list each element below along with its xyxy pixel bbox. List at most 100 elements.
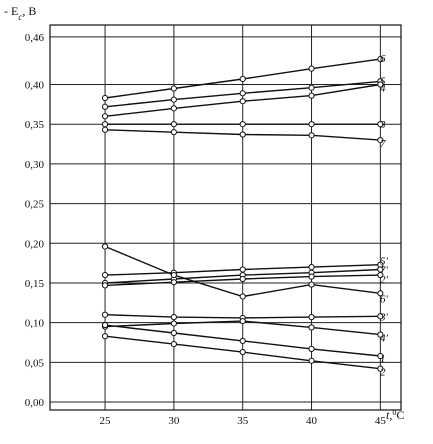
data-point [308, 281, 315, 288]
data-point [101, 311, 109, 318]
series-label: 6' [380, 293, 389, 305]
data-point [239, 317, 246, 325]
data-point [170, 105, 177, 112]
tick-labels: 25 30 35 40 450,000,050,100,150,200,250,300,… [25, 32, 387, 427]
data-point [308, 92, 315, 99]
x-tick-label: 45 [375, 415, 387, 427]
data-point [170, 329, 177, 337]
y-tick-label: 0,46 [25, 32, 45, 44]
data-point [308, 84, 315, 91]
data-point [170, 314, 177, 321]
x-tick-label: 40 [306, 415, 318, 427]
data-point [101, 121, 109, 128]
data-point [170, 279, 177, 286]
data-point [239, 131, 246, 138]
data-point [377, 271, 384, 279]
data-point [377, 331, 384, 338]
series-label: 5 [380, 75, 386, 87]
data-point [308, 264, 315, 271]
x-tick-label: 30 [168, 415, 180, 427]
data-point [377, 365, 384, 372]
data-point [170, 129, 177, 136]
x-tick-label: 35 [237, 415, 249, 427]
y-tick-label: 0,30 [25, 159, 45, 171]
data-point [377, 290, 384, 297]
data-point [101, 271, 109, 279]
data-point [377, 313, 384, 320]
y-tick-label: 0,15 [25, 278, 45, 290]
data-point [239, 293, 246, 300]
series-2: 2 [101, 333, 386, 379]
data-point [377, 352, 384, 360]
y-tick-label: 0,10 [25, 318, 45, 330]
data-point [308, 357, 315, 364]
data-point [101, 103, 109, 110]
y-axis-label: - Ec, В [4, 4, 36, 22]
data-point [239, 98, 246, 105]
y-tick-label: 0,25 [25, 199, 45, 211]
data-point [377, 56, 384, 63]
data-point [308, 345, 315, 352]
series-7: 7 [101, 126, 386, 150]
data-point [377, 121, 384, 128]
x-axis-label: t,0С [386, 408, 404, 423]
y-tick-label: 0,40 [25, 80, 45, 92]
series-7-prime: 7' [101, 264, 389, 287]
series-4: 4 [101, 81, 386, 120]
data-point [308, 121, 315, 128]
series-1: 1 [101, 321, 386, 365]
data-point [239, 266, 246, 273]
series-group: 6 54 3 7 5'7'2' 6' 3' 4' 1 2 [101, 53, 389, 379]
data-point [101, 321, 109, 329]
data-point [239, 90, 246, 97]
series-6-prime: 6' [101, 243, 389, 305]
data-point [239, 337, 246, 345]
y-tick-label: 0,00 [25, 397, 45, 409]
data-point [239, 121, 246, 128]
series-3-prime: 3' [101, 311, 389, 323]
data-point [101, 333, 109, 340]
data-point [308, 132, 315, 139]
data-point [377, 137, 384, 144]
data-point [308, 324, 315, 331]
data-point [377, 81, 384, 88]
data-point [170, 320, 177, 327]
data-point [101, 243, 109, 250]
data-point [239, 348, 246, 356]
series-label: 7' [380, 264, 389, 276]
series-label: 3' [379, 311, 389, 323]
data-point [101, 94, 109, 102]
series-label: 3 [379, 119, 386, 131]
data-point [308, 314, 315, 321]
y-tick-label: 0,35 [25, 119, 45, 131]
data-point [308, 65, 315, 72]
series-6: 6 [101, 53, 386, 102]
series-5-prime: 5' [101, 256, 389, 279]
data-point [308, 273, 315, 280]
series-label: 6 [380, 53, 386, 65]
data-point [239, 75, 246, 83]
data-point [101, 282, 109, 289]
series-label: 4' [380, 333, 389, 345]
series-label: 7 [380, 138, 386, 150]
series-label: 2 [380, 367, 386, 379]
series-2-prime: 2' [101, 271, 389, 289]
y-tick-label: 0,05 [25, 357, 45, 369]
data-point [170, 96, 177, 103]
series-label: 2' [380, 274, 389, 286]
series-3: 3 [101, 119, 386, 131]
series-label: 4 [380, 83, 386, 95]
data-point [170, 341, 177, 348]
data-point [101, 113, 109, 120]
series-label: 5' [380, 256, 389, 268]
data-point [170, 121, 177, 128]
series-label: 1 [380, 353, 386, 365]
y-tick-label: 0,20 [25, 238, 45, 250]
data-point [170, 271, 177, 279]
data-point [170, 85, 177, 92]
data-point [239, 275, 246, 283]
plot-frame [49, 24, 402, 411]
series-5: 5 [101, 75, 386, 110]
data-point [101, 126, 109, 133]
